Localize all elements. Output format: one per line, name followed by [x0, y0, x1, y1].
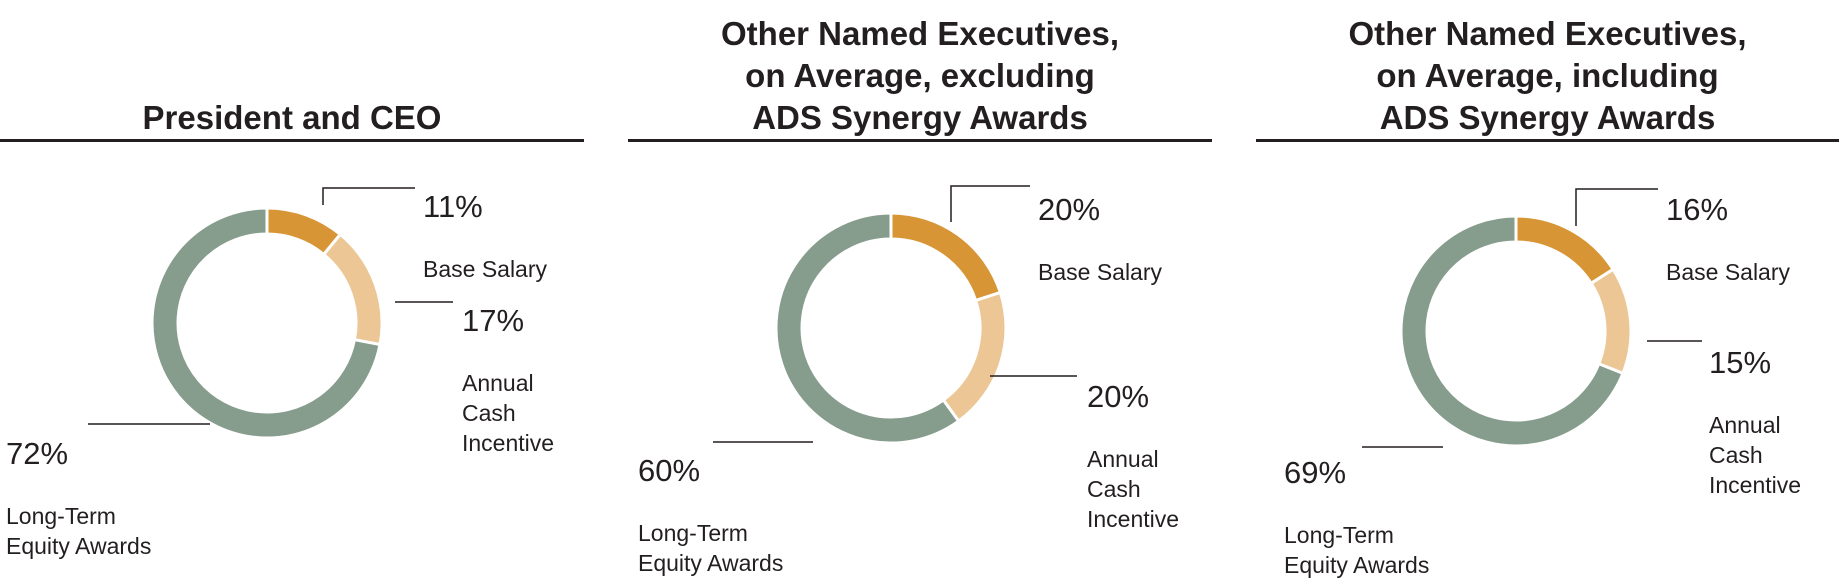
- slice-label-annual-cash: 20% Annual Cash Incentive: [1087, 350, 1179, 534]
- title-rule: [0, 139, 584, 142]
- leader-line-0: [950, 185, 1030, 222]
- slice-name: Long-Term Equity Awards: [1284, 522, 1430, 578]
- title-rule: [1256, 139, 1839, 142]
- slice-pct: 16%: [1666, 192, 1729, 227]
- slice-label-annual-cash: 15% Annual Cash Incentive: [1709, 316, 1801, 500]
- donut-slice-2: [150, 206, 382, 440]
- leader-line-0: [1575, 188, 1658, 226]
- chart-panel-neo-including: Other Named Executives, on Average, incl…: [1256, 0, 1839, 578]
- slice-label-annual-cash: 17% Annual Cash Incentive: [462, 274, 554, 458]
- donut-slice-1: [1589, 267, 1633, 376]
- slice-name: Annual Cash Incentive: [462, 370, 555, 456]
- chart-title: President and CEO: [142, 99, 442, 136]
- donut-slice-1: [321, 232, 384, 347]
- slice-name: Annual Cash Incentive: [1087, 446, 1180, 532]
- donut-slice-0: [1514, 214, 1616, 286]
- slice-pct: 72%: [6, 436, 69, 471]
- donut-chart: [713, 185, 1077, 445]
- slice-name: Annual Cash Incentive: [1709, 412, 1802, 498]
- slice-name: Long-Term Equity Awards: [638, 520, 784, 576]
- chart-panel-ceo: President and CEO 11% Base Salary 17% An…: [0, 0, 584, 559]
- donut-chart: [88, 187, 453, 440]
- slice-label-base-salary: 16% Base Salary: [1666, 163, 1790, 287]
- slice-label-base-salary: 11% Base Salary: [423, 160, 547, 284]
- chart-panel-neo-excluding: Other Named Executives, on Average, excl…: [628, 0, 1212, 576]
- slice-label-equity: 60% Long-Term Equity Awards: [638, 424, 783, 578]
- leader-line-0: [322, 187, 415, 205]
- title-rule: [628, 139, 1212, 142]
- donut-slice-2: [1399, 214, 1625, 448]
- donut-slice-1: [941, 290, 1008, 424]
- slice-pct: 17%: [462, 303, 525, 338]
- slice-label-base-salary: 20% Base Salary: [1038, 163, 1162, 287]
- slice-pct: 60%: [638, 453, 701, 488]
- donut-slice-2: [774, 211, 961, 445]
- slice-pct: 20%: [1038, 192, 1101, 227]
- slice-name: Base Salary: [1038, 259, 1163, 285]
- slice-pct: 69%: [1284, 455, 1347, 490]
- slice-name: Base Salary: [423, 256, 548, 282]
- slice-name: Base Salary: [1666, 259, 1791, 285]
- slice-label-equity: 72% Long-Term Equity Awards: [6, 407, 151, 561]
- donut-slice-0: [889, 211, 1003, 303]
- slice-name: Long-Term Equity Awards: [6, 503, 152, 559]
- chart-title: Other Named Executives, on Average, excl…: [721, 15, 1119, 136]
- slice-pct: 15%: [1709, 345, 1772, 380]
- slice-pct: 11%: [423, 189, 483, 224]
- slice-label-equity: 69% Long-Term Equity Awards: [1284, 426, 1429, 580]
- slice-pct: 20%: [1087, 379, 1150, 414]
- chart-title: Other Named Executives, on Average, incl…: [1348, 15, 1747, 136]
- donut-chart: [1362, 188, 1702, 448]
